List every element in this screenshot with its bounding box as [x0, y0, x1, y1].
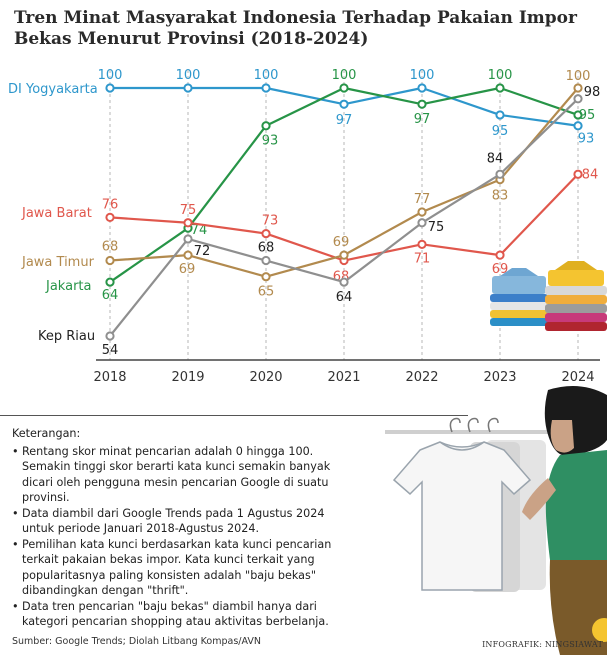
- notes-list: Rentang skor minat pencarian adalah 0 hi…: [12, 444, 360, 630]
- data-label: 77: [414, 192, 431, 207]
- data-point: [495, 169, 505, 179]
- data-label: 65: [258, 285, 275, 300]
- data-label: 69: [333, 235, 350, 250]
- note-item: Rentang skor minat pencarian adalah 0 hi…: [12, 444, 360, 506]
- data-point: [183, 83, 193, 93]
- series-label: Jakarta: [45, 279, 91, 294]
- data-point: [417, 83, 427, 93]
- data-point: [105, 83, 115, 93]
- data-label: 84: [582, 167, 599, 182]
- note-item: Data diambil dari Google Trends pada 1 A…: [12, 506, 360, 537]
- series-label: Kep Riau: [38, 329, 95, 344]
- notes-heading: Keterangan:: [12, 427, 81, 440]
- data-point: [495, 250, 505, 260]
- data-point: [573, 94, 583, 104]
- data-point: [573, 169, 583, 179]
- data-label: 100: [176, 68, 201, 83]
- data-label: 100: [98, 68, 123, 83]
- x-tick-label: 2019: [171, 370, 204, 385]
- data-point: [339, 99, 349, 109]
- data-label: 68: [102, 240, 119, 255]
- data-label: 100: [410, 68, 435, 83]
- source-note: Sumber: Google Trends; Diolah Litbang Ko…: [12, 636, 261, 647]
- data-point: [183, 234, 193, 244]
- infographic-credit: INFOGRAFIK: NINGSIAWAT: [482, 640, 603, 649]
- note-item: Pemilihan kata kunci berdasarkan kata ku…: [12, 537, 360, 599]
- data-point: [261, 255, 271, 266]
- data-point: [261, 272, 271, 282]
- data-point: [339, 277, 349, 287]
- data-label: 100: [488, 68, 513, 83]
- x-tick-label: 2020: [249, 370, 282, 385]
- data-label: 100: [566, 69, 591, 84]
- data-point: [261, 121, 271, 131]
- data-point: [339, 83, 349, 93]
- data-point: [105, 212, 115, 222]
- data-point: [417, 218, 427, 228]
- data-label: 84: [487, 151, 504, 166]
- data-label: 95: [492, 124, 509, 139]
- data-label: 100: [332, 68, 357, 83]
- data-label: 75: [428, 220, 445, 235]
- x-tick-label: 2018: [93, 370, 126, 385]
- line-chart: 2018 2019 2020 2021 2022 2023 2024 100 100 100 97 1…: [8, 68, 601, 385]
- data-label: 97: [414, 112, 431, 127]
- data-point: [261, 228, 271, 239]
- x-tick-label: 2024: [561, 370, 594, 385]
- x-tick-label: 2022: [405, 370, 438, 385]
- data-label: 71: [414, 251, 431, 266]
- data-label: 73: [262, 214, 279, 229]
- woman-shopper-icon: [522, 386, 607, 655]
- data-label: 68: [258, 241, 275, 256]
- data-point: [417, 239, 427, 249]
- data-label: 95: [579, 108, 596, 123]
- series-label: Jawa Timur: [21, 255, 95, 270]
- notes: Keterangan: Rentang skor minat pencarian…: [12, 426, 360, 630]
- data-point: [417, 207, 427, 217]
- data-point: [105, 255, 115, 266]
- data-point: [339, 250, 349, 260]
- data-point: [573, 121, 583, 131]
- note-item: Data tren pencarian "baju bekas" diambil…: [12, 599, 360, 630]
- data-point: [183, 250, 193, 260]
- data-point: [105, 277, 115, 287]
- data-label: 83: [492, 189, 509, 204]
- data-label: 74: [191, 223, 208, 238]
- data-point: [183, 218, 193, 228]
- x-tick-label: 2021: [327, 370, 360, 385]
- data-label: 93: [578, 132, 595, 147]
- kompas-logo-icon: [592, 618, 607, 642]
- series-label: Jawa Barat: [21, 206, 92, 221]
- data-point: [261, 83, 271, 93]
- data-label: 69: [179, 262, 196, 277]
- data-label: 97: [336, 113, 353, 128]
- data-label: 93: [262, 134, 279, 149]
- divider: [0, 415, 468, 416]
- folded-shirts-icon: [490, 261, 607, 331]
- data-point: [495, 83, 505, 93]
- data-point: [417, 99, 427, 109]
- series-label: DI Yogyakarta: [8, 82, 98, 97]
- data-point: [573, 110, 583, 120]
- data-label: 64: [102, 288, 119, 303]
- data-label: 76: [102, 197, 119, 212]
- x-tick-label: 2023: [483, 370, 516, 385]
- data-label: 75: [180, 203, 197, 218]
- data-label: 72: [194, 244, 211, 259]
- data-label: 64: [336, 290, 353, 305]
- tshirt-icon: [392, 441, 532, 591]
- data-point: [495, 110, 505, 120]
- data-label: 54: [102, 343, 119, 358]
- data-label: 100: [254, 68, 279, 83]
- data-label: 98: [584, 85, 601, 100]
- data-point: [105, 331, 115, 341]
- chart-title: Tren Minat Masyarakat Indonesia Terhadap…: [14, 8, 577, 49]
- data-point: [573, 83, 583, 93]
